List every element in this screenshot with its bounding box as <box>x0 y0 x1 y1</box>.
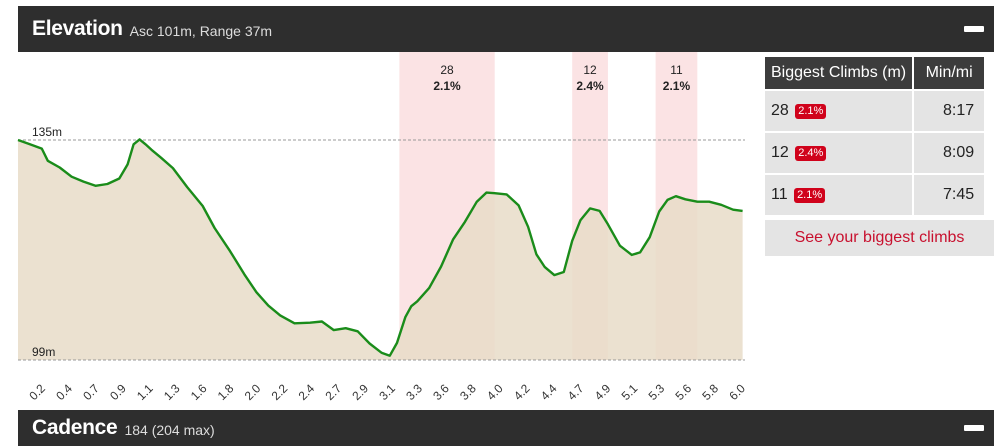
x-tick-label: 5.1 <box>619 381 641 403</box>
pace-cell: 7:45 <box>914 175 985 215</box>
collapse-cadence-button[interactable] <box>964 425 984 431</box>
elevation-line <box>17 138 743 357</box>
x-tick-label: 0.7 <box>80 381 102 403</box>
x-tick-label: 5.6 <box>672 381 694 403</box>
x-tick-label: 0.2 <box>26 381 48 403</box>
climb-cell: 12 2.4% <box>765 133 913 173</box>
elevation-header: Elevation Asc 101m, Range 37m <box>18 6 994 52</box>
x-tick-label: 0.4 <box>53 381 75 403</box>
grade-badge: 2.4% <box>795 146 827 161</box>
x-tick-label: 1.1 <box>134 381 156 403</box>
x-tick-label: 2.9 <box>349 381 371 403</box>
x-tick-label: 2.0 <box>242 381 264 403</box>
pace-cell: 8:09 <box>914 133 985 173</box>
x-tick-label: 2.7 <box>322 381 344 403</box>
x-tick-label: 4.9 <box>592 381 614 403</box>
elevation-chart-svg: 28 2.1% 12 2.4% 11 2.1% 135m 99m 0.2 0.4 0.7 0.9 1.1… <box>17 52 748 403</box>
x-tick-label: 5.8 <box>699 381 721 403</box>
climb-gain-label: 28 <box>440 63 454 77</box>
pace-cell: 8:17 <box>914 91 985 131</box>
x-tick-label: 4.0 <box>484 381 506 403</box>
elevation-title: Elevation <box>32 17 123 40</box>
climb-grade-label: 2.1% <box>433 79 461 93</box>
table-header-row: Biggest Climbs (m) Min/mi <box>765 57 985 89</box>
x-tick-label: 6.0 <box>726 381 748 403</box>
climb-gain-label: 11 <box>670 63 683 77</box>
x-tick-label: 3.1 <box>376 381 398 403</box>
biggest-climbs-table: Biggest Climbs (m) Min/mi 28 2.1% 8:17 1… <box>763 55 986 217</box>
see-biggest-climbs-link[interactable]: See your biggest climbs <box>765 220 994 256</box>
climbs-column-header: Biggest Climbs (m) <box>765 57 913 89</box>
climb-grade-label: 2.4% <box>576 79 604 93</box>
table-row[interactable]: 12 2.4% 8:09 <box>765 133 985 173</box>
x-tick-label: 4.7 <box>565 381 587 403</box>
x-tick-label: 2.4 <box>296 381 318 403</box>
x-tick-label: 1.8 <box>215 381 237 403</box>
elevation-summary: Asc 101m, Range 37m <box>129 22 273 39</box>
x-tick-label: 3.3 <box>403 381 425 403</box>
x-tick-label: 4.2 <box>511 381 533 403</box>
climb-gain-label: 12 <box>583 63 597 77</box>
x-tick-label: 1.3 <box>161 381 183 403</box>
grade-badge: 2.1% <box>794 188 826 203</box>
climb-gain: 11 <box>771 186 788 203</box>
climb-gain: 12 <box>771 144 789 161</box>
climb-gain: 28 <box>771 102 789 119</box>
x-tick-label: 1.6 <box>188 381 210 403</box>
climb-cell: 28 2.1% <box>765 91 913 131</box>
x-tick-label: 3.8 <box>457 381 479 403</box>
x-tick-label: 0.9 <box>107 381 129 403</box>
elevation-chart: 28 2.1% 12 2.4% 11 2.1% 135m 99m 0.2 0.4 0.7 0.9 1.1… <box>0 52 760 408</box>
elevation-area <box>18 139 743 360</box>
grade-badge: 2.1% <box>795 104 827 119</box>
reference-line-label: 99m <box>32 345 55 359</box>
table-row[interactable]: 28 2.1% 8:17 <box>765 91 985 131</box>
reference-line-label: 135m <box>32 125 62 139</box>
climb-grade-label: 2.1% <box>663 79 691 93</box>
x-tick-label: 4.4 <box>538 381 560 403</box>
collapse-elevation-button[interactable] <box>964 26 984 32</box>
table-row[interactable]: 11 2.1% 7:45 <box>765 175 985 215</box>
x-tick-label: 2.2 <box>269 381 291 403</box>
x-tick-label: 5.3 <box>646 381 668 403</box>
climb-cell: 11 2.1% <box>765 175 913 215</box>
pace-column-header: Min/mi <box>914 57 985 89</box>
x-tick-label: 3.6 <box>430 381 452 403</box>
cadence-header: Cadence 184 (204 max) <box>18 410 994 446</box>
cadence-summary: 184 (204 max) <box>124 421 215 438</box>
cadence-title: Cadence <box>32 416 118 439</box>
